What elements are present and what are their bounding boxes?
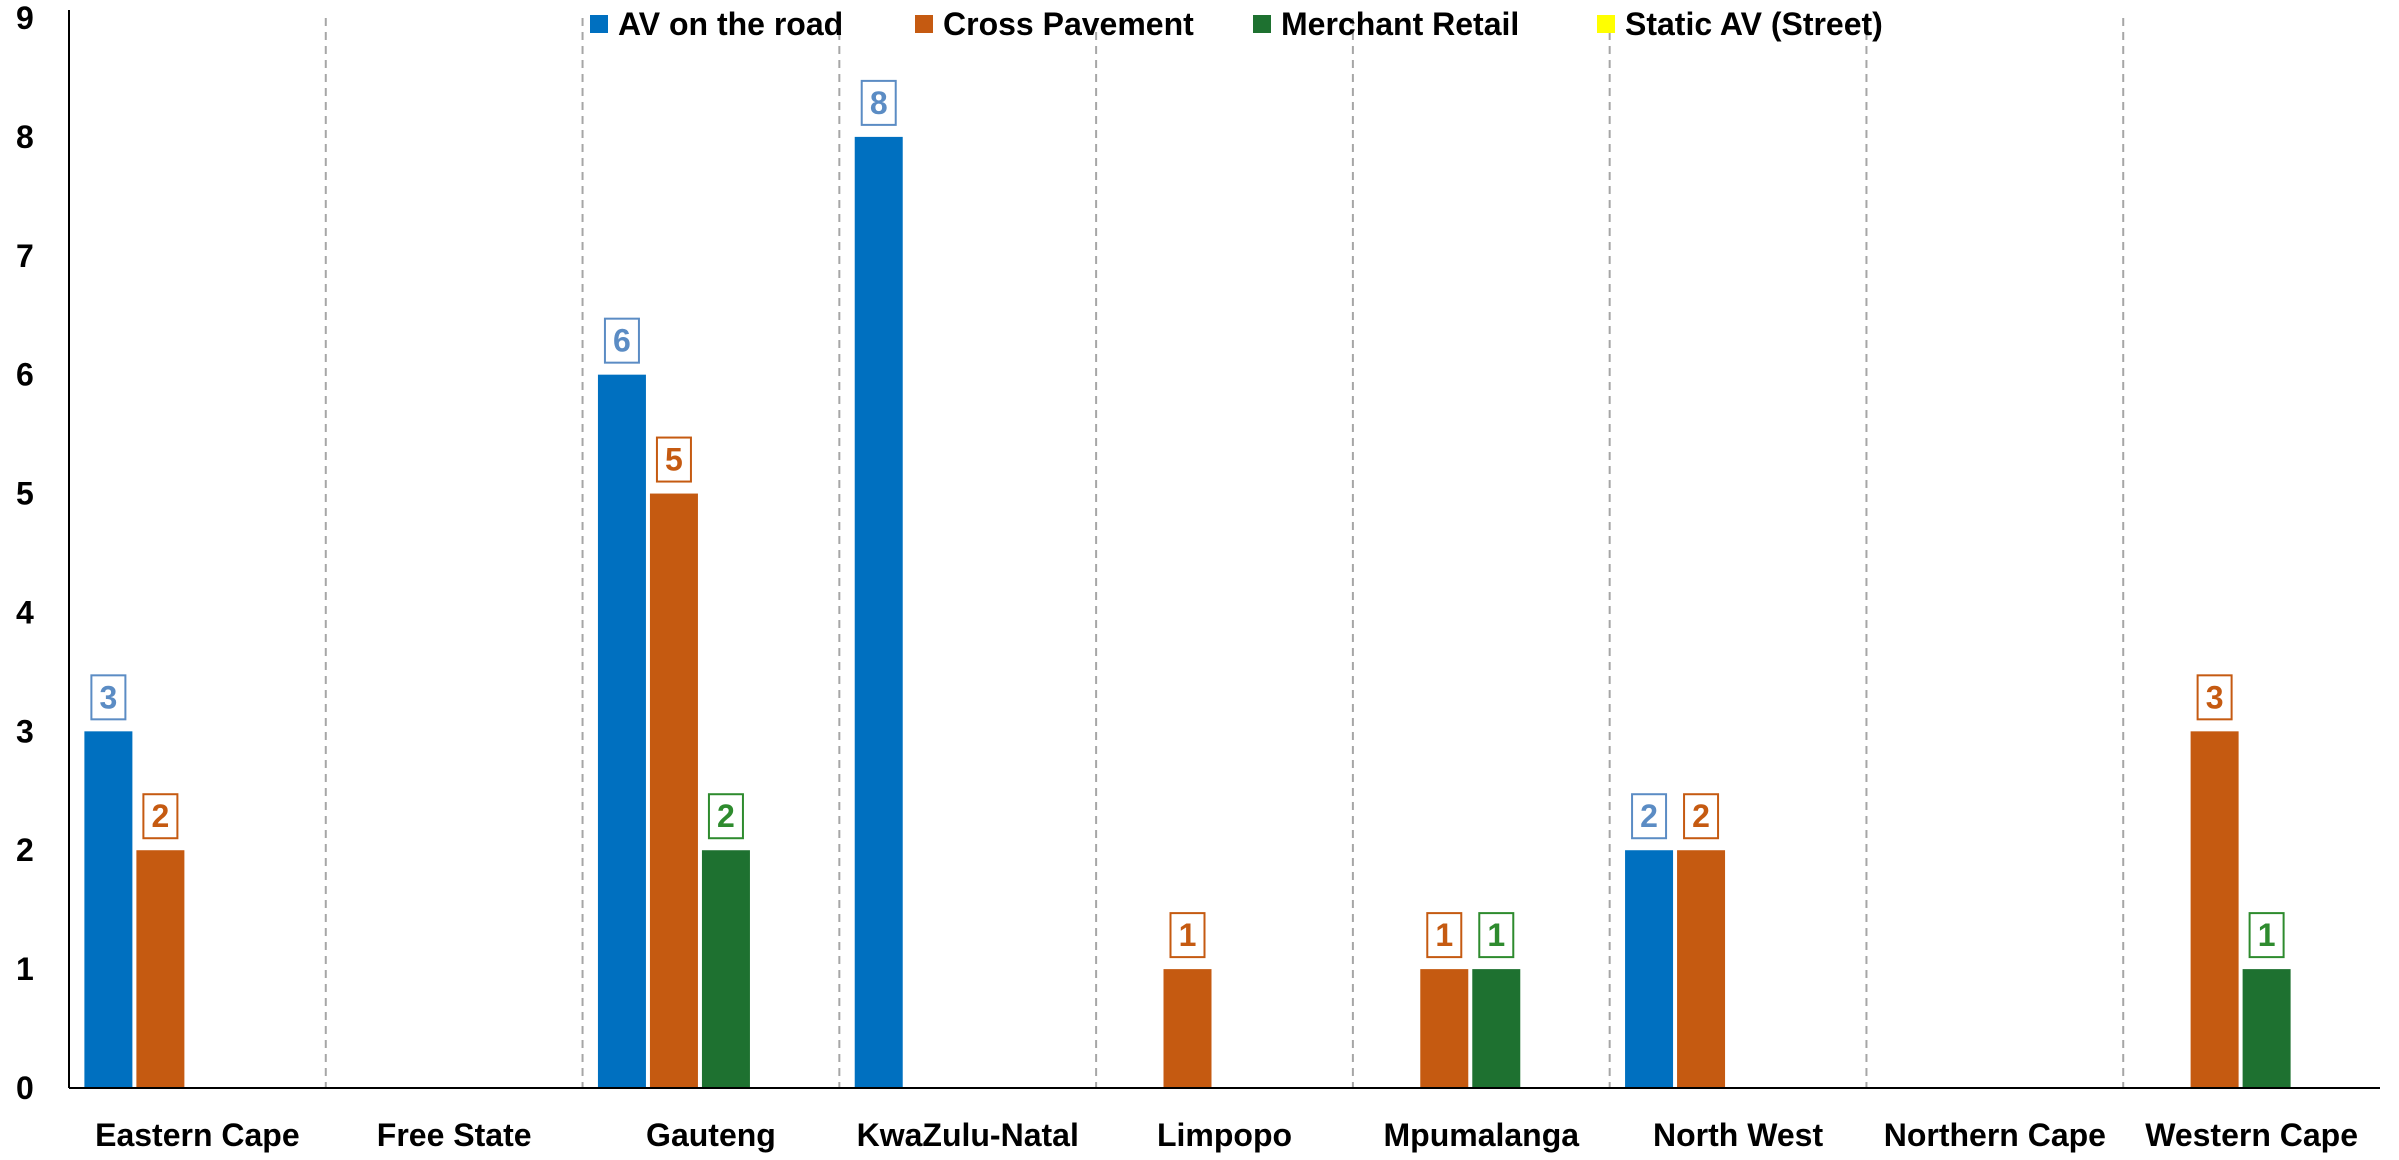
- x-tick-label: Western Cape: [2145, 1117, 2358, 1153]
- data-label-box: [1169, 912, 1206, 959]
- data-label-box: [707, 793, 744, 840]
- y-tick-label: 9: [16, 0, 34, 36]
- y-tick-label: 6: [16, 357, 34, 393]
- bar[interactable]: [1677, 850, 1726, 1088]
- x-tick-label: Mpumalanga: [1383, 1117, 1579, 1153]
- data-label-box: [655, 436, 692, 483]
- data-label: 2: [151, 798, 169, 834]
- bar[interactable]: [701, 850, 750, 1088]
- data-label: 1: [1179, 917, 1197, 953]
- data-label-box: [1631, 793, 1668, 840]
- data-label: 8: [870, 85, 888, 121]
- data-label: 3: [99, 679, 117, 715]
- data-label-box: [1478, 912, 1515, 959]
- data-label: 1: [1435, 917, 1453, 953]
- data-label-box: [1683, 793, 1720, 840]
- data-label-box: [603, 317, 640, 364]
- legend-entry: AV on the road: [618, 6, 843, 42]
- data-label: 2: [717, 798, 735, 834]
- bar[interactable]: [854, 136, 903, 1088]
- bar[interactable]: [1163, 969, 1212, 1088]
- bar[interactable]: [84, 731, 133, 1088]
- data-label: 1: [2258, 917, 2276, 953]
- bar[interactable]: [2190, 731, 2239, 1088]
- bar[interactable]: [1625, 850, 1674, 1088]
- data-label: 1: [1487, 917, 1505, 953]
- legend-swatch: [1253, 15, 1271, 33]
- data-label: 6: [613, 323, 631, 359]
- data-label-box: [860, 79, 897, 126]
- legend-entry: Static AV (Street): [1625, 6, 1883, 42]
- x-tick-label: KwaZulu-Natal: [857, 1117, 1079, 1153]
- x-tick-label: North West: [1653, 1117, 1823, 1153]
- bar[interactable]: [136, 850, 185, 1088]
- y-tick-label: 0: [16, 1070, 34, 1106]
- x-tick-label: Free State: [377, 1117, 532, 1153]
- data-label: 2: [1692, 798, 1710, 834]
- x-tick-label: Limpopo: [1157, 1117, 1292, 1153]
- legend-entry: Cross Pavement: [943, 6, 1194, 42]
- legend-entry: Merchant Retail: [1281, 6, 1519, 42]
- y-tick-label: 2: [16, 832, 34, 868]
- bar[interactable]: [1420, 969, 1469, 1088]
- data-label-box: [142, 793, 179, 840]
- data-label-box: [2248, 912, 2285, 959]
- y-tick-label: 7: [16, 238, 34, 274]
- legend-swatch: [590, 15, 608, 33]
- y-tick-label: 1: [16, 951, 34, 987]
- data-label: 2: [1640, 798, 1658, 834]
- legend-swatch: [915, 15, 933, 33]
- y-tick-label: 8: [16, 119, 34, 155]
- data-label-box: [90, 674, 127, 721]
- data-label-box: [1426, 912, 1463, 959]
- data-label: 5: [665, 442, 683, 478]
- bar[interactable]: [1472, 969, 1521, 1088]
- x-tick-label: Gauteng: [646, 1117, 776, 1153]
- data-label: 3: [2206, 679, 2224, 715]
- x-tick-label: Northern Cape: [1884, 1117, 2106, 1153]
- y-tick-label: 3: [16, 713, 34, 749]
- bar[interactable]: [649, 493, 698, 1088]
- legend-swatch: [1597, 15, 1615, 33]
- bar[interactable]: [597, 374, 646, 1089]
- y-tick-label: 4: [16, 594, 34, 630]
- data-label-box: [2196, 674, 2233, 721]
- x-tick-label: Eastern Cape: [95, 1117, 300, 1153]
- bar[interactable]: [2242, 969, 2291, 1088]
- y-tick-label: 5: [16, 476, 34, 512]
